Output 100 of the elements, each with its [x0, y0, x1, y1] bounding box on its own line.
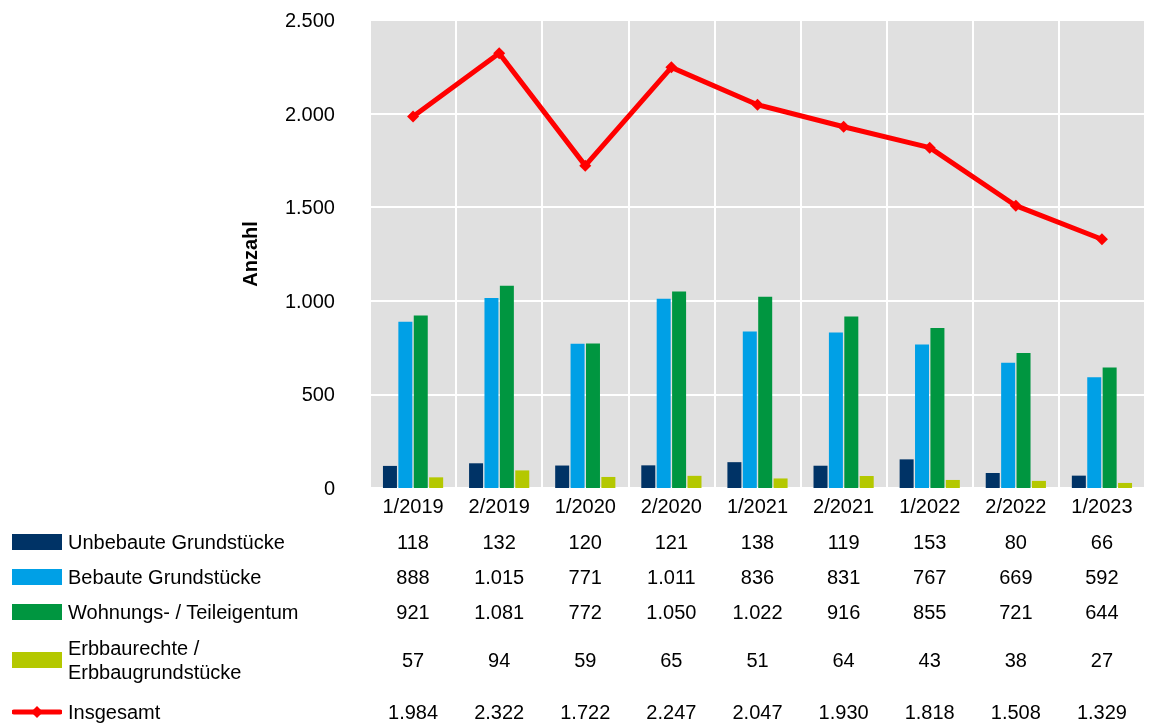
data-label: 27 — [1090, 648, 1114, 672]
data-label: 916 — [826, 600, 861, 624]
bar — [555, 465, 570, 488]
data-label: 771 — [568, 565, 602, 589]
bar — [1001, 362, 1016, 488]
bar — [1118, 482, 1133, 488]
bar — [499, 285, 514, 488]
data-label: 831 — [826, 565, 861, 589]
data-label: 94 — [488, 648, 511, 672]
point — [923, 141, 936, 154]
data-label: 121 — [654, 530, 689, 554]
y-tick-label: 1.000 — [284, 289, 335, 312]
data-label: 888 — [396, 565, 430, 589]
x-tick-label: 2/2020 — [640, 495, 702, 517]
data-label: 669 — [999, 565, 1033, 589]
data-label: 1.722 — [560, 700, 611, 724]
data-label: 138 — [740, 530, 775, 554]
data-label: 767 — [913, 565, 947, 589]
bar — [945, 479, 960, 488]
bar — [742, 331, 757, 488]
data-label: 59 — [574, 648, 597, 672]
data-label: 1.818 — [904, 700, 955, 724]
data-label: 80 — [1004, 530, 1027, 554]
data-label: 592 — [1085, 565, 1119, 589]
y-axis-title: Anzahl — [239, 221, 261, 287]
data-label: 1.050 — [646, 600, 697, 624]
data-label: 2.047 — [732, 700, 783, 724]
bar — [813, 465, 828, 488]
bar — [687, 475, 702, 488]
data-label: 836 — [740, 565, 775, 589]
data-label: 1.015 — [474, 565, 525, 589]
legend-label: Unbebaute Grundstücke — [68, 530, 286, 554]
bar — [656, 298, 671, 488]
x-tick-label: 2/2019 — [468, 495, 530, 517]
data-label: 153 — [913, 530, 947, 554]
data-label: 43 — [918, 648, 941, 672]
bar — [429, 477, 444, 488]
bar — [758, 296, 773, 488]
legend-label: Insgesamt — [68, 700, 162, 724]
bar — [398, 321, 413, 488]
data-label: 1.022 — [732, 600, 783, 624]
point — [665, 61, 678, 74]
point — [493, 47, 506, 60]
y-tick-label: 1.500 — [284, 196, 335, 219]
bar — [915, 344, 930, 488]
bar — [985, 473, 1000, 488]
x-tick-label: 1/2020 — [554, 495, 616, 517]
bar — [601, 476, 616, 488]
bar — [382, 465, 397, 488]
point — [407, 110, 420, 123]
data-label: 66 — [1090, 530, 1114, 554]
y-tick-label: 2.000 — [284, 102, 335, 125]
x-tick-label: 1/2022 — [899, 495, 961, 517]
y-tick-label: 500 — [301, 383, 335, 406]
x-tick-label: 2/2021 — [813, 495, 875, 517]
x-tick-label: 1/2021 — [726, 495, 789, 517]
data-label: 38 — [1004, 648, 1027, 672]
legend-label: Erbbaurechte / Erbbaugrundstücke — [68, 636, 243, 684]
data-label: 57 — [401, 648, 425, 672]
data-label: 65 — [660, 648, 683, 672]
data-label: 2.322 — [474, 700, 525, 724]
bar — [1087, 377, 1102, 488]
point — [579, 159, 592, 172]
bar — [672, 291, 687, 488]
data-label: 772 — [568, 600, 602, 624]
data-label: 120 — [568, 530, 602, 554]
y-tick-label: 0 — [323, 477, 335, 499]
data-label: 644 — [1085, 600, 1119, 624]
bar — [413, 315, 428, 488]
data-label: 118 — [397, 530, 429, 554]
bar — [727, 462, 742, 488]
legend-label: Wohnungs- / Teileigentum — [68, 600, 300, 624]
x-tick-label: 1/2023 — [1071, 495, 1133, 517]
legend-label: Bebaute Grundstücke — [68, 565, 263, 589]
bar — [1031, 480, 1046, 488]
bar — [1102, 367, 1117, 488]
bar — [469, 463, 484, 488]
bar — [641, 465, 656, 488]
data-label: 1.930 — [818, 700, 869, 724]
data-label: 64 — [832, 648, 855, 672]
data-label: 1.011 — [647, 565, 696, 589]
data-label: 1.508 — [990, 700, 1041, 724]
x-tick-label: 2/2022 — [985, 495, 1047, 517]
bar — [515, 470, 530, 488]
data-label: 51 — [746, 648, 769, 672]
bar — [585, 343, 600, 488]
bar — [828, 332, 843, 488]
y-tick-label: 2.500 — [284, 9, 335, 31]
data-label: 2.247 — [646, 700, 697, 724]
data-label: 1.984 — [388, 700, 439, 724]
data-label: 119 — [827, 530, 860, 554]
bar — [484, 297, 499, 488]
bar — [773, 478, 788, 488]
bar — [1016, 353, 1031, 488]
x-tick-label: 1/2019 — [382, 495, 444, 517]
data-label: 855 — [913, 600, 947, 624]
bar — [930, 327, 945, 488]
data-label: 132 — [482, 530, 516, 554]
bar — [1071, 475, 1086, 488]
data-label: 921 — [396, 600, 430, 624]
